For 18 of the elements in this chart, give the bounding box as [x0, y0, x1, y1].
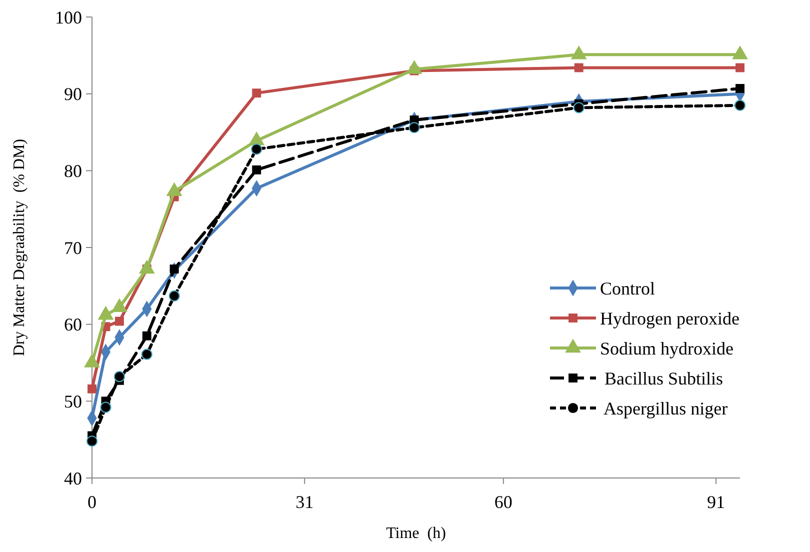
x-axis-title: Time (h): [386, 525, 446, 542]
legend-label: Aspergillus niger: [600, 398, 728, 418]
y-tick-label: 90: [64, 84, 82, 104]
legend-label: Sodium hydroxide: [600, 338, 734, 358]
y-tick-label: 60: [64, 314, 82, 335]
legend-label: Bacillus Subtilis: [600, 368, 724, 388]
y-tick-label: 100: [55, 7, 82, 28]
y-axis-title: Dry Matter Degraability (% DM): [11, 138, 28, 356]
x-tick-label: 91: [707, 492, 725, 512]
y-tick-label: 70: [64, 238, 82, 258]
x-tick-label: 60: [494, 492, 512, 512]
legend-label: Control: [600, 278, 656, 298]
y-tick-label: 40: [64, 468, 82, 488]
y-tick-label: 80: [64, 160, 82, 181]
x-tick-label: 0: [88, 492, 96, 512]
legend-label: Hydrogen peroxide: [600, 308, 740, 328]
x-tick-label: 31: [296, 492, 314, 512]
y-tick-label: 50: [64, 391, 82, 412]
